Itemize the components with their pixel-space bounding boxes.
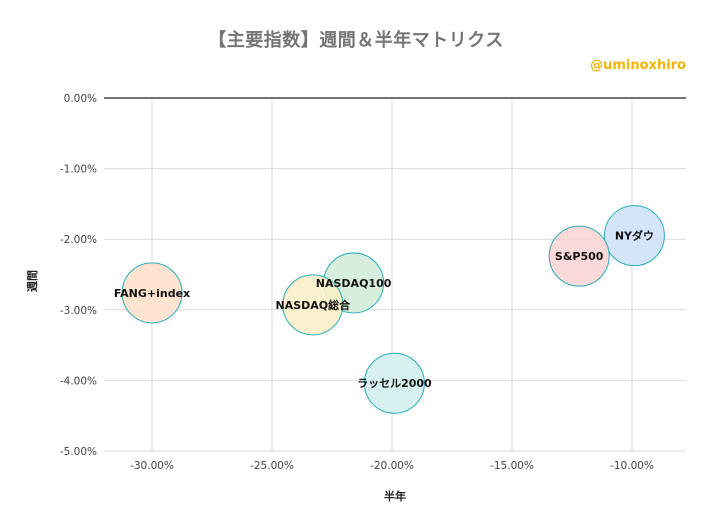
y-tick-label: -1.00% [60, 164, 97, 176]
data-point-label: ラッセル2000 [357, 377, 432, 390]
x-axis: -30.00% -25.00% -20.00% -15.00% -10.00% [130, 460, 654, 472]
x-tick-label: -15.00% [490, 460, 534, 472]
x-tick-label: -30.00% [130, 460, 174, 472]
data-point-bubble [548, 225, 610, 287]
x-tick-label: -25.00% [250, 460, 294, 472]
y-tick-label: -4.00% [60, 375, 97, 387]
data-point-bubble [363, 352, 425, 414]
y-tick-label: 0.00% [64, 93, 97, 105]
data-point-bubble [603, 205, 665, 267]
author-handle: @uminoxhiro [590, 58, 686, 73]
data-point-label: FANG+index [114, 287, 190, 300]
data-point-label: NASDAQ100 [316, 277, 392, 290]
data-point-label: NYダウ [615, 229, 654, 243]
y-tick-label: -3.00% [60, 305, 97, 317]
data-point-bubble [121, 262, 183, 324]
chart-title: 【主要指数】週間＆半年マトリクス [208, 30, 504, 51]
data-points [121, 205, 665, 414]
y-tick-label: -5.00% [60, 446, 97, 458]
data-point-label: NASDAQ総合 [275, 298, 351, 312]
data-point-label: S&P500 [555, 250, 604, 263]
x-axis-title: 半年 [384, 489, 406, 503]
data-point-bubble [282, 274, 344, 336]
x-tick-label: -20.00% [370, 460, 414, 472]
y-axis: 0.00% -1.00% -2.00% -3.00% -4.00% -5.00% [60, 93, 97, 458]
y-tick-label: -2.00% [60, 234, 97, 246]
x-tick-label: -10.00% [610, 460, 654, 472]
y-axis-title: 週間 [25, 270, 39, 292]
